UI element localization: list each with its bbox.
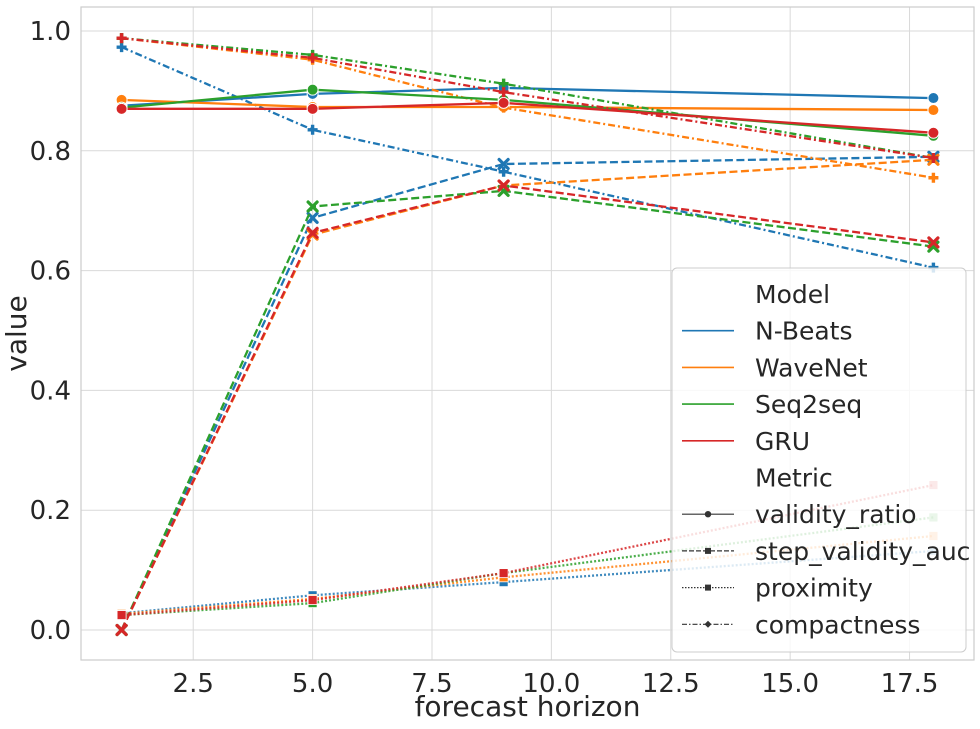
- legend-metric-marker: [705, 547, 711, 554]
- legend: Model N-Beats WaveNet Seq2seq GRU Metric valid…: [671, 267, 970, 653]
- legend-metric-marker: [705, 584, 711, 591]
- data-point: [498, 87, 509, 98]
- data-point: [116, 33, 127, 44]
- tick-labels: 2.5 5.0 7.5 10.0 12.5 15.0 17.5 0.0 0.2 0.4 0.6 0.8…: [30, 17, 939, 699]
- plot-frame: [80, 6, 975, 661]
- legend-model-label: WaveNet: [755, 353, 868, 382]
- data-point: [928, 172, 939, 183]
- legend-metric-title: Metric: [755, 464, 833, 493]
- series-line: [120, 155, 934, 631]
- y-tick-label: 1.0: [30, 17, 71, 47]
- legend-metric-label: validity_ratio: [755, 500, 917, 529]
- y-tick-label: 0.2: [30, 496, 71, 526]
- data-point: [498, 166, 509, 177]
- data-point: [307, 124, 318, 135]
- data-point: [306, 226, 319, 239]
- data-point: [497, 157, 510, 171]
- series-line: [121, 101, 934, 134]
- data-point: [497, 179, 510, 192]
- legend-metric-label: step_validity_auc: [755, 537, 970, 566]
- y-tick-label: 0.4: [30, 376, 71, 406]
- series-line: [120, 184, 934, 631]
- legend-frame: [671, 267, 967, 653]
- series-n-beats-compactness: [116, 42, 939, 273]
- legend-model-label: GRU: [755, 427, 810, 456]
- x-tick-label: 15.0: [761, 669, 819, 699]
- data-point: [115, 623, 128, 637]
- legend-model-label: N-Beats: [755, 317, 853, 346]
- legend-metric-label: compactness: [755, 610, 920, 639]
- data-point: [116, 610, 127, 620]
- data-point: [498, 78, 509, 89]
- series-gru-validity-ratio: [115, 96, 940, 139]
- y-tick-label: 0.8: [30, 137, 71, 167]
- data-point: [927, 236, 940, 249]
- series-line: [120, 189, 934, 631]
- series-line: [121, 37, 934, 160]
- legend-metric-marker: [704, 511, 712, 518]
- series-line: [121, 86, 934, 107]
- series-gru-compactness: [116, 33, 939, 163]
- data-point: [928, 152, 939, 163]
- data-point: [307, 52, 318, 63]
- data-point: [498, 568, 509, 579]
- data-point: [116, 42, 127, 53]
- x-tick-label: 10.0: [522, 669, 580, 699]
- series-line: [121, 483, 934, 617]
- x-tick-label: 5.0: [292, 669, 333, 699]
- data-point: [306, 83, 319, 96]
- data-point: [927, 104, 940, 117]
- x-tick-label: 2.5: [173, 669, 214, 699]
- series-gru-step-validity-auc: [115, 179, 940, 637]
- y-tick-label: 0.6: [30, 257, 71, 287]
- data-point: [497, 96, 510, 109]
- data-point: [306, 102, 319, 115]
- data-point: [307, 595, 318, 605]
- data-point: [927, 92, 940, 105]
- data-point: [306, 200, 319, 213]
- data-point: [115, 102, 128, 115]
- series-seq2seq-validity-ratio: [115, 83, 940, 142]
- legend-metric-marker: [704, 620, 712, 628]
- series-line: [121, 37, 934, 160]
- x-axis-label: forecast horizon: [415, 690, 641, 723]
- y-axis-label: value: [0, 295, 33, 371]
- series-line: [121, 46, 934, 269]
- legend-model-title: Model: [755, 280, 830, 309]
- legend-metric-label: proximity: [755, 574, 873, 603]
- y-tick-label: 0.0: [30, 616, 71, 646]
- x-tick-label: 17.5: [881, 669, 939, 699]
- x-tick-label: 7.5: [411, 669, 452, 699]
- data-point: [927, 126, 940, 139]
- x-tick-label: 12.5: [642, 669, 700, 699]
- legend-model-label: Seq2seq: [755, 390, 862, 419]
